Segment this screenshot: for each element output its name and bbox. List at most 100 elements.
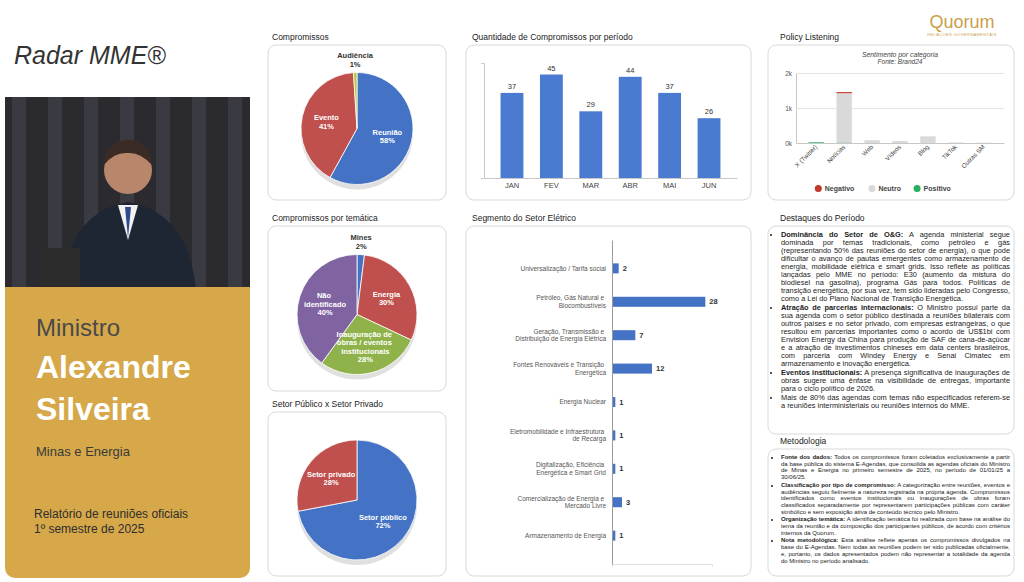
pie-slice [353, 73, 357, 129]
panel [268, 412, 446, 576]
tick-label: Geração, Transmissão e Distribuição de E… [515, 328, 606, 344]
data-label: 58% [380, 136, 395, 145]
data-label: 1% [350, 60, 361, 69]
tick: Eletromobilidade e Infraestrutura de Rec… [510, 428, 606, 444]
data-label: 45 [547, 64, 555, 73]
grid-line [796, 108, 1004, 109]
bullet-item: Eventos institucionais: A presença signi… [781, 369, 1010, 393]
panel [768, 449, 1014, 576]
x-axis [613, 565, 713, 568]
photo-podium [40, 248, 80, 287]
x-axis: X (Twitter)NotíciasWebVídeosBlogTikTokOu… [793, 143, 1004, 170]
bar [612, 364, 652, 374]
report-line: Relatório de reuniões oficiais [34, 507, 188, 521]
tick-label: Digitalização, Eficiência Energética e S… [536, 461, 606, 477]
text-line: Energia Nuclear [559, 398, 606, 406]
tick: MAR [582, 181, 599, 190]
tick-label: TikTok [940, 143, 958, 161]
tick-label: JAN [505, 181, 519, 190]
panel-title: Segmento do Setor Elétrico [472, 213, 576, 223]
data-label: 26 [705, 107, 713, 116]
tick: Petróleo, Gás Natural e Biocombustíveis [536, 294, 606, 309]
tick: Digitalização, Eficiência Energética e S… [536, 461, 606, 477]
data-label: 2% [356, 242, 367, 251]
data-label: 72% [375, 521, 390, 530]
tick: FEV [544, 181, 559, 190]
legend-label: Positivo [924, 185, 951, 192]
legend-label: Negativo [825, 185, 855, 193]
photo-stripe [228, 97, 242, 287]
bar-segment [864, 143, 879, 144]
data-label: 40% [318, 308, 333, 317]
panel-title: Setor Público x Setor Privado [272, 399, 383, 409]
role: Ministro [36, 314, 120, 341]
tick-label: MAI [663, 181, 676, 190]
panel-title: Destaques do Período [780, 213, 865, 223]
text-line: Armazenamento de Energia [525, 532, 606, 540]
bar [658, 93, 681, 178]
bar-segment [920, 136, 935, 143]
data-label: 3 [626, 498, 630, 507]
text-line: Energética e Smart Grid [536, 469, 606, 477]
bar [540, 75, 563, 179]
bar-segment [948, 143, 963, 144]
bar-segment [892, 141, 907, 143]
report-title: Radar MME® [14, 41, 166, 69]
axis-line [797, 74, 1005, 144]
tick: 2k [785, 70, 1004, 77]
tick: Blog [916, 143, 931, 158]
text-line: Biocombustíveis [559, 302, 607, 309]
bar-segment [948, 142, 963, 143]
bar-segment [836, 142, 851, 143]
bar [612, 297, 705, 307]
grid-line [796, 73, 1004, 74]
tick-label: 0k [785, 140, 793, 147]
tick: ABR [622, 181, 638, 190]
tick-label: Petróleo, Gás Natural e Biocombustíveis [536, 294, 606, 309]
tick-label: 1k [785, 105, 793, 112]
bullet-text: Mais de 80% das agendas com temas não es… [781, 393, 1010, 410]
photo-hair [104, 140, 152, 165]
text-panel: Fonte dos dados: Todos os compromissos f… [772, 454, 1010, 572]
bars [501, 75, 721, 179]
bar [579, 111, 602, 178]
panel [466, 45, 751, 200]
bar [501, 93, 524, 178]
bar-segment [920, 143, 935, 144]
panel-title: Metodologia [780, 436, 827, 446]
legend-swatch [868, 185, 875, 192]
tick: Outras SM [960, 143, 986, 169]
axis-line [613, 565, 713, 568]
tick-label: Fontes Renováveis e Transição Energética [513, 361, 606, 377]
bar [612, 497, 622, 507]
bar [612, 330, 635, 340]
photo [5, 97, 250, 287]
bullet-lead: Classificação por tipo de compromisso: [781, 482, 896, 488]
bullet-lead: Dominância do Setor de O&G: [781, 230, 903, 239]
tick: Notícias [825, 143, 846, 164]
horizontal-bar-chart: Universalização / Tarifa socialPetróleo,… [510, 241, 718, 568]
photo-tie [125, 207, 131, 238]
text-line: de Recarga [572, 435, 606, 443]
x-axis: JAN FEV MAR ABR MAI JUN [485, 179, 738, 191]
tick-label: X (Twitter) [793, 143, 819, 169]
bullet-list: Fonte dos dados: Todos os compromissos f… [772, 454, 1010, 564]
bar [698, 118, 721, 178]
tick-label: MAR [582, 181, 599, 190]
tick: 1k [785, 105, 1004, 112]
tick-label: FEV [544, 181, 559, 190]
axis-line [612, 241, 613, 565]
tick-label: JUN [702, 181, 717, 190]
y-axis: 0k 1k 2k [785, 70, 1004, 147]
data-label: 28 [709, 297, 717, 306]
pie: Setor público72%Setor privado28% [297, 440, 417, 565]
bar-segment [836, 93, 851, 142]
annotation: Fonte: Brand24 [878, 58, 923, 65]
bullet-lead: Atração de parcerias internacionais: [781, 303, 914, 312]
bar-segment [809, 142, 824, 143]
panel [268, 45, 446, 200]
bullet-item: Fonte dos dados: Todos os compromissos f… [781, 454, 1010, 481]
bullet-item: Organização temática: A identificação te… [781, 516, 1010, 536]
tick: Geração, Transmissão e Distribuição de E… [515, 328, 606, 344]
tick: TikTok [940, 143, 958, 161]
